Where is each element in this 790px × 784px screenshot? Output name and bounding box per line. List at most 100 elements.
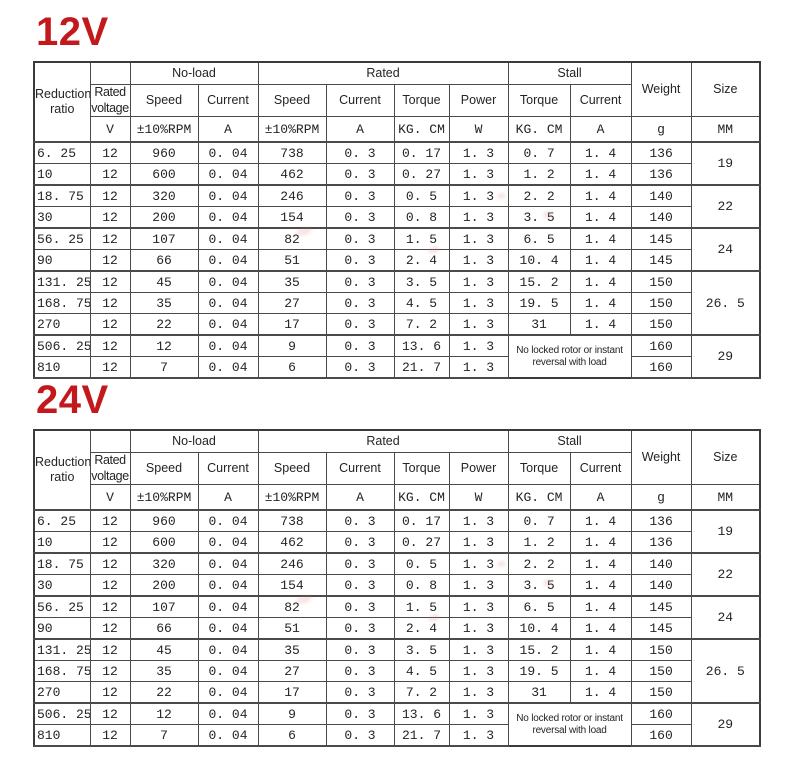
cell-noload-current: 0. 04 [197,660,259,683]
cell-reduction-ratio: 168. 75 [33,292,91,315]
cell-rated-current: 0. 3 [325,356,395,380]
header-name-row: Rated voltage Speed Current Speed Curren… [34,451,760,486]
cell-rated-power: 1. 3 [448,313,509,337]
cell-rated-speed: 154 [257,206,327,230]
unit-rated-speed: ±10%RPM [257,484,327,512]
cell-noload-speed: 600 [129,163,199,187]
cell-stall-current: 1. 4 [569,141,632,165]
cell-reduction-ratio: 10 [33,531,91,555]
cell-rated-power: 1. 3 [448,724,509,748]
cell-weight: 145 [630,595,692,619]
cell-stall-torque: 1. 2 [507,163,571,187]
cell-noload-current: 0. 04 [197,163,259,187]
cell-noload-current: 0. 04 [197,356,259,380]
cell-reduction-ratio: 131. 25 [33,638,91,662]
unit-noload-current: A [197,484,259,512]
cell-rated-speed: 82 [257,595,327,619]
cell-rated-speed: 462 [257,163,327,187]
cell-rated-voltage: 12 [89,227,131,251]
cell-stall-note: No locked rotor or instant reversal with… [507,334,632,379]
cell-rated-voltage: 12 [89,141,131,165]
cell-rated-voltage: 12 [89,249,131,273]
cell-rated-torque: 1. 5 [393,595,450,619]
cell-stall-current: 1. 4 [569,660,632,683]
cell-rated-current: 0. 3 [325,184,395,208]
header-group-no-load: No-load [129,429,259,453]
header-weight: Weight [630,429,692,486]
cell-rated-current: 0. 3 [325,552,395,576]
cell-rated-speed: 9 [257,702,327,726]
cell-rated-current: 0. 3 [325,313,395,337]
header-group-rated: Rated [257,429,509,453]
cell-weight: 150 [630,270,692,294]
cell-stall-current: 1. 4 [569,509,632,533]
header-noload-speed: Speed [129,451,199,486]
cell-stall-torque: 15. 2 [507,270,571,294]
unit-stall-torque: KG. CM [507,484,571,512]
section-title-24v: 24V [36,378,109,422]
cell-noload-speed: 960 [129,141,199,165]
table-row: 10 12 600 0. 04 462 0. 3 0. 27 1. 3 1. 2 1. 4 136 [33,163,760,187]
cell-size: 22 [690,552,761,598]
table-header: Reduction ratio No-load Rated Stall Weig… [33,429,761,512]
header-stall-torque: Torque [507,451,571,486]
cell-stall-torque: 3. 5 [507,574,571,598]
cell-weight: 150 [630,638,692,662]
cell-weight: 145 [630,227,692,251]
cell-stall-torque: 10. 4 [507,249,571,273]
cell-weight: 145 [630,617,692,641]
cell-rated-speed: 462 [257,531,327,555]
cell-rated-voltage: 12 [89,334,131,358]
cell-weight: 150 [630,660,692,683]
header-rated-torque: Torque [393,83,450,118]
cell-rated-power: 1. 3 [448,206,509,230]
cell-noload-current: 0. 04 [197,638,259,662]
cell-rated-voltage: 12 [89,660,131,683]
cell-size: 24 [690,227,761,273]
cell-rated-torque: 21. 7 [393,724,450,748]
cell-reduction-ratio: 18. 75 [33,184,91,208]
cell-noload-current: 0. 04 [197,334,259,358]
cell-rated-speed: 246 [257,552,327,576]
cell-rated-current: 0. 3 [325,249,395,273]
cell-stall-current: 1. 4 [569,270,632,294]
cell-rated-torque: 3. 5 [393,638,450,662]
header-rated-speed: Speed [257,83,327,118]
cell-reduction-ratio: 6. 25 [33,141,91,165]
cell-rated-torque: 0. 27 [393,531,450,555]
cell-reduction-ratio: 168. 75 [33,660,91,683]
cell-reduction-ratio: 810 [33,356,91,380]
cell-weight: 160 [630,356,692,380]
header-group-no-load: No-load [129,61,259,85]
cell-stall-torque: 6. 5 [507,595,571,619]
cell-stall-torque: 10. 4 [507,617,571,641]
cell-rated-torque: 0. 5 [393,552,450,576]
unit-weight: g [630,116,692,144]
table-row: 810 12 7 0. 04 6 0. 3 21. 7 1. 3 160 [33,724,760,748]
cell-rated-voltage: 12 [89,574,131,598]
cell-rated-torque: 4. 5 [393,292,450,315]
cell-noload-current: 0. 04 [197,227,259,251]
table-row: 506. 25 12 12 0. 04 9 0. 3 13. 6 1. 3 No locked … [33,702,761,748]
cell-stall-torque: 31 [507,313,571,337]
unit-size: MM [690,116,761,144]
table-row: 90 12 66 0. 04 51 0. 3 2. 4 1. 3 10. 4 1. 4 145 [33,617,760,641]
table-row: 506. 25 12 12 0. 04 9 0. 3 13. 6 1. 3 No locked … [33,334,761,380]
cell-weight: 150 [630,292,692,315]
cell-rated-speed: 154 [257,574,327,598]
header-rated-current: Current [325,83,395,118]
cell-stall-torque: 6. 5 [507,227,571,251]
table-row: 270 12 22 0. 04 17 0. 3 7. 2 1. 3 31 1. 4 150 [33,313,760,337]
cell-stall-torque: 31 [507,681,571,705]
unit-stall-torque: KG. CM [507,116,571,144]
header-reduction-ratio: Reduction ratio [33,61,91,144]
cell-stall-note: No locked rotor or instant reversal with… [507,702,632,747]
cell-weight: 150 [630,681,692,705]
cell-rated-speed: 51 [257,249,327,273]
cell-rated-voltage: 12 [89,617,131,641]
cell-noload-current: 0. 04 [197,595,259,619]
